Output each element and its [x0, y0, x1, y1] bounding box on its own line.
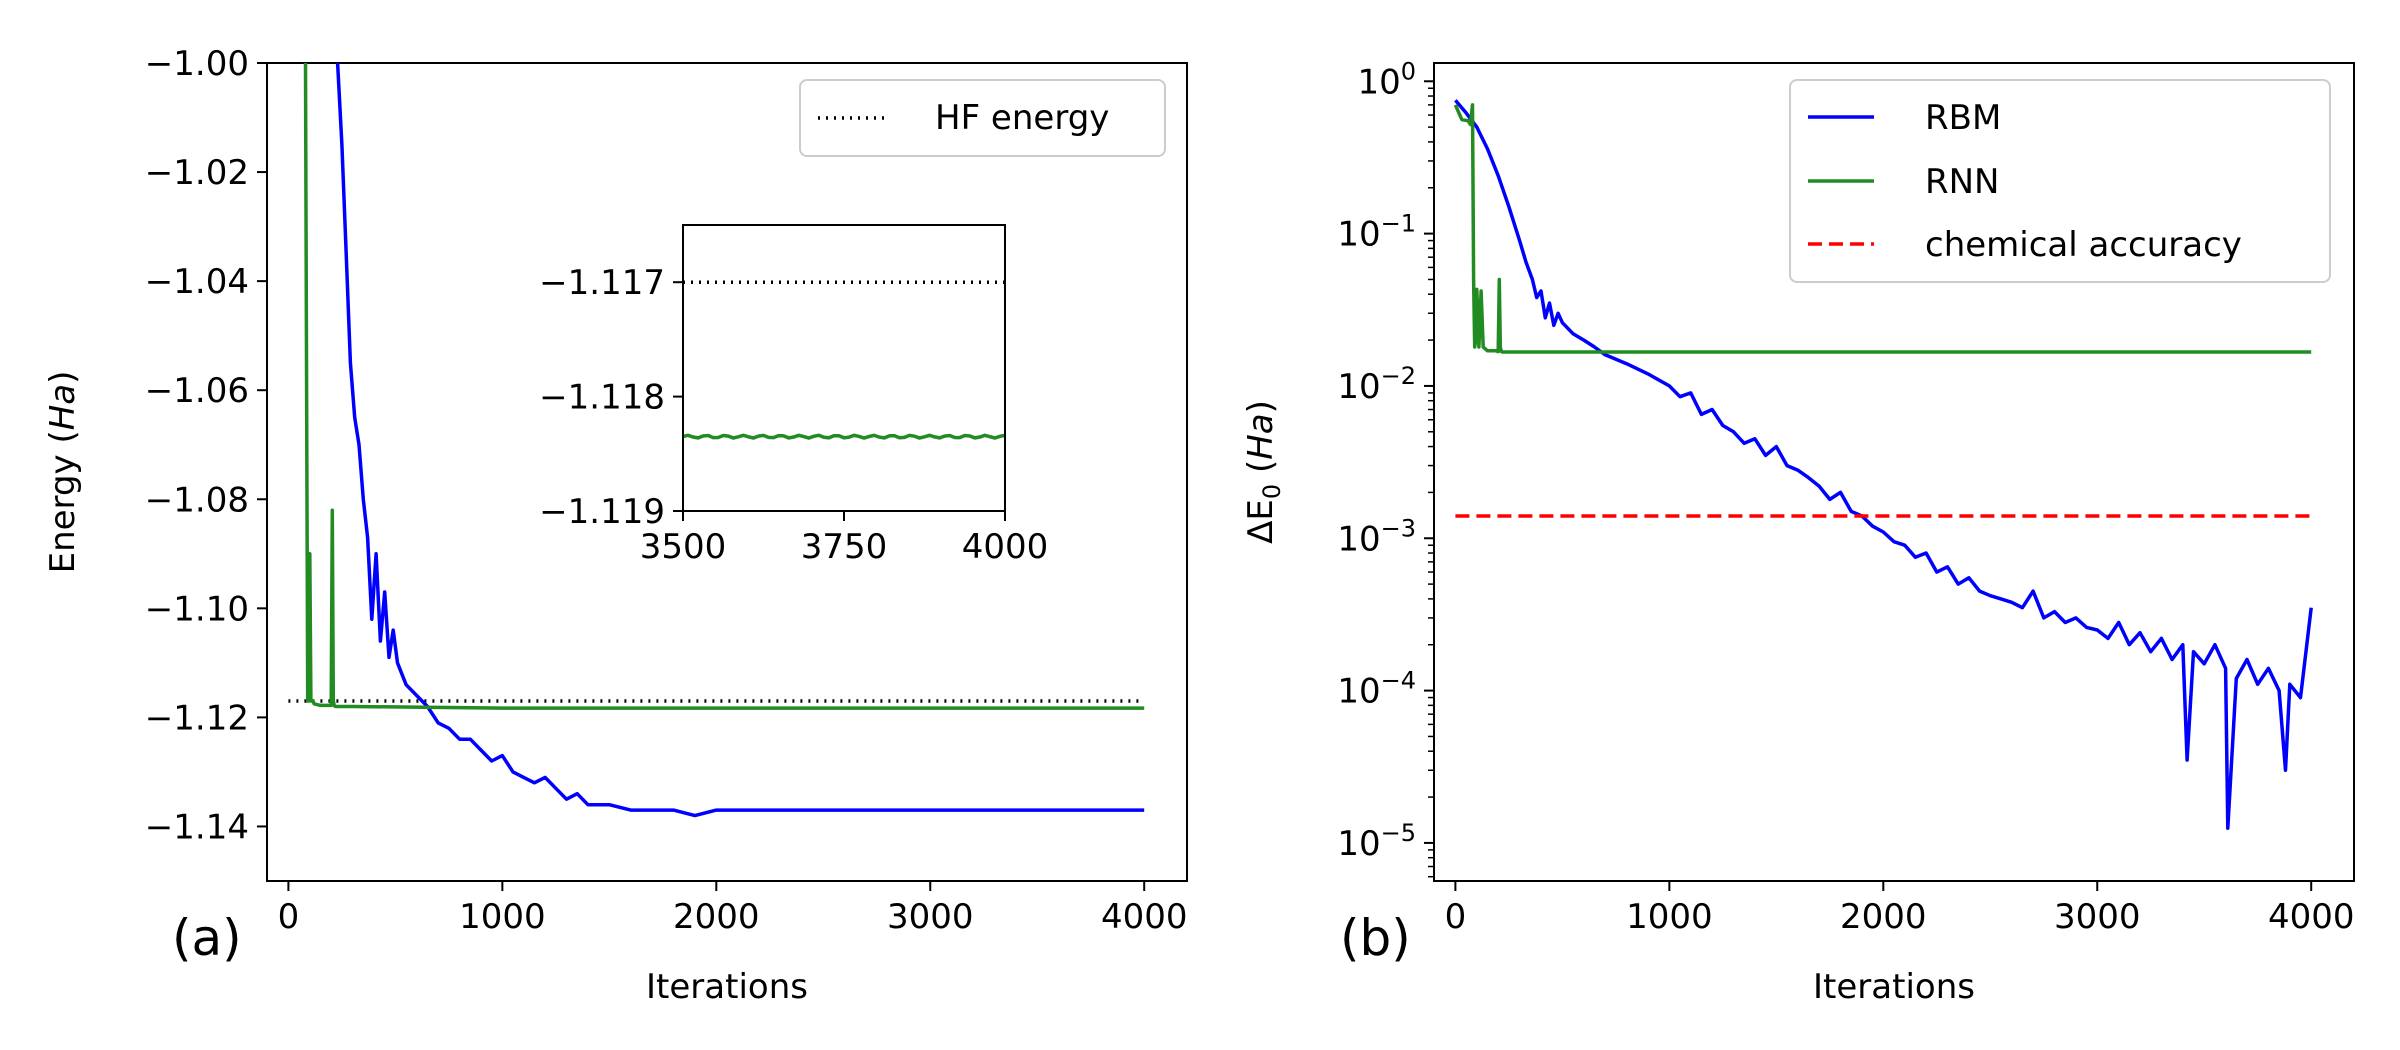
inset-x-ticks: 3500 3750 4000 [640, 511, 1049, 567]
panel-b-y-ticks: 100 10−1 10−2 10−3 10−4 10−5 [1337, 57, 1434, 878]
panel-a-x-tick-label: 3000 [887, 897, 974, 937]
inset-series [683, 280, 1005, 440]
inset-y-tick-label: −1.117 [539, 263, 665, 303]
panel-a-x-ticks: 0 1000 2000 3000 4000 [278, 881, 1188, 937]
panel-a-y-tick-label: −1.14 [145, 807, 249, 847]
panel-b-y-tick-label: 10−4 [1337, 667, 1416, 712]
panel-a-x-tick-label: 0 [278, 897, 300, 937]
inset-x-tick-label: 4000 [962, 527, 1049, 567]
panel-b-y-tick-label: 10−5 [1337, 819, 1416, 864]
panel-b-rnn-line [1453, 103, 2312, 354]
panel-a-inset: −1.119 −1.118 −1.117 3500 3750 4000 [539, 224, 1049, 567]
panel-a-y-ticks: −1.14 −1.12 −1.10 −1.08 −1.06 −1.04 −1.02 −1.00 [145, 44, 267, 847]
panel-b-y-tick-label: 10−2 [1337, 362, 1416, 407]
panel-a-x-tick-label: 1000 [459, 897, 546, 937]
panel-b-legend: RBM RNN chemical accuracy [1789, 79, 2331, 283]
legend-rbm-label: RBM [1925, 98, 2001, 138]
panel-a: −1.14 −1.12 −1.10 −1.08 −1.06 −1.04 −1.02 −1.00… [43, 44, 1188, 1007]
panel-a-plot-frame [266, 62, 1188, 882]
panel-a-series [288, 63, 1145, 818]
panel-b-x-tick-label: 4000 [2268, 897, 2355, 937]
panel-a-y-tick-label: −1.12 [145, 698, 249, 738]
legend-chemical-accuracy-label: chemical accuracy [1925, 225, 2242, 265]
panel-a-x-tick-label: 4000 [1101, 897, 1188, 937]
legend-hf-label: HF energy [935, 98, 1109, 138]
panel-a-y-tick-label: −1.00 [145, 44, 249, 84]
panel-b-series [1453, 99, 2313, 830]
panel-b-x-ticks: 0 1000 2000 3000 4000 [1445, 881, 2355, 937]
panel-b-x-tick-label: 2000 [1840, 897, 1927, 937]
panel-a-y-tick-label: −1.06 [145, 371, 249, 411]
panel-b-label: (b) [1340, 909, 1411, 967]
inset-y-tick-label: −1.118 [539, 378, 665, 418]
panel-b-x-tick-label: 1000 [1626, 897, 1713, 937]
panel-b: 100 10−1 10−2 10−3 10−4 10−5 0 1000 2000 3000 400… [1241, 57, 2355, 1007]
inset-x-tick-label: 3500 [640, 527, 727, 567]
inset-y-tick-label: −1.119 [539, 492, 665, 532]
panel-a-rnn-line [303, 63, 1145, 710]
panel-b-x-tick-label: 0 [1445, 897, 1467, 937]
panel-a-y-tick-label: −1.02 [145, 153, 249, 193]
panel-b-plot-frame [1433, 62, 2355, 882]
panel-a-label: (a) [172, 909, 242, 967]
inset-rnn-line [683, 433, 1005, 440]
legend-rnn-label: RNN [1925, 162, 2000, 202]
panel-b-y-tick-label: 10−3 [1337, 514, 1416, 559]
panel-b-x-tick-label: 3000 [2054, 897, 2141, 937]
panel-b-y-tick-label: 100 [1357, 57, 1416, 102]
panel-b-y-axis-label: ΔE0 (Ha) [1241, 400, 1286, 544]
panel-a-x-tick-label: 2000 [673, 897, 760, 937]
panel-b-y-tick-label: 10−1 [1337, 210, 1416, 255]
inset-x-tick-label: 3750 [801, 527, 888, 567]
panel-a-rbm-line [335, 63, 1145, 818]
inset-y-ticks: −1.119 −1.118 −1.117 [539, 263, 683, 532]
panel-b-rbm-line [1454, 99, 2313, 830]
panel-a-y-axis-label: Energy (Ha) [43, 371, 83, 574]
panel-b-x-axis-label: Iterations [1813, 967, 1975, 1007]
panel-a-y-tick-label: −1.04 [145, 262, 249, 302]
panel-a-legend: HF energy [799, 79, 1166, 157]
panel-a-x-axis-label: Iterations [646, 967, 808, 1007]
panel-a-y-tick-label: −1.10 [145, 589, 249, 629]
panel-a-y-tick-label: −1.08 [145, 480, 249, 520]
